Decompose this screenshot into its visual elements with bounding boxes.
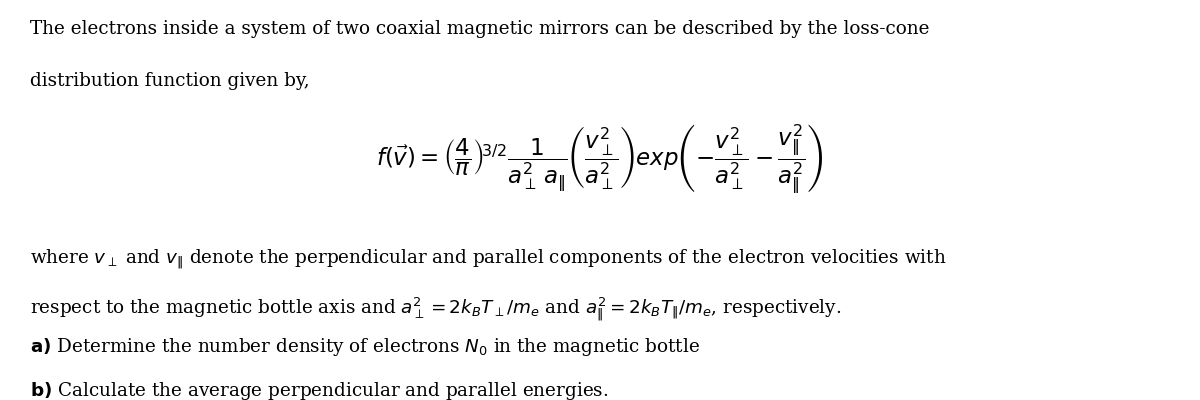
Text: $f(\vec{v}) = \left(\dfrac{4}{\pi}\right)^{\!3/2} \dfrac{1}{a_{\perp}^{2}\,a_{\|: $f(\vec{v}) = \left(\dfrac{4}{\pi}\right… <box>377 123 823 197</box>
Text: where $v_{\perp}$ and $v_{\|}$ denote the perpendicular and parallel components : where $v_{\perp}$ and $v_{\|}$ denote th… <box>30 248 947 271</box>
Text: distribution function given by,: distribution function given by, <box>30 72 310 90</box>
Text: $\mathbf{a)}$ Determine the number density of electrons $N_0$ in the magnetic bo: $\mathbf{a)}$ Determine the number densi… <box>30 336 700 358</box>
Text: $\mathbf{b)}$ Calculate the average perpendicular and parallel energies.: $\mathbf{b)}$ Calculate the average perp… <box>30 380 608 400</box>
Text: respect to the magnetic bottle axis and $a_{\perp}^{2} = 2k_{B}T_{\perp}/m_{e}$ : respect to the magnetic bottle axis and … <box>30 296 841 323</box>
Text: The electrons inside a system of two coaxial magnetic mirrors can be described b: The electrons inside a system of two coa… <box>30 20 930 38</box>
